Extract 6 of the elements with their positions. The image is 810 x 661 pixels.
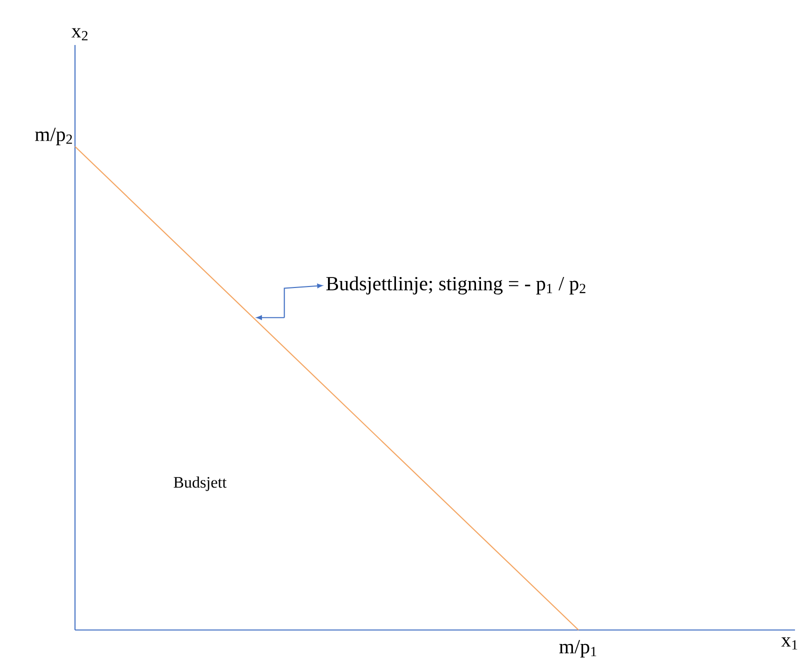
annotation: Budsjettlinje; stigning = - p$_{1}$ / p$_{2}$	[326, 276, 586, 295]
text: x$_{2}$	[71, 28, 88, 40]
text: x$_{1}$	[781, 637, 798, 650]
text: m/p$_{1}$	[559, 640, 596, 658]
annotation: Budsjett	[174, 476, 227, 492]
text: m/p$_{2}$	[35, 128, 72, 146]
